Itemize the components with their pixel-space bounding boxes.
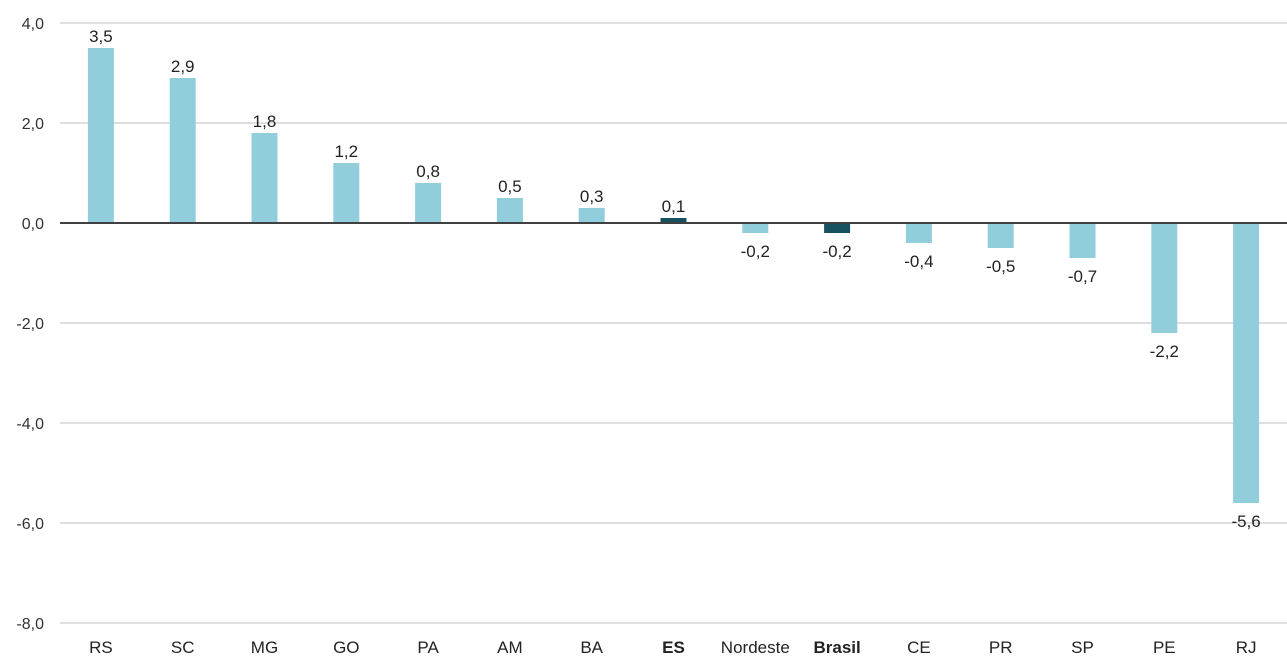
- y-tick-label: -6,0: [16, 516, 44, 533]
- x-category-label: RS: [89, 638, 113, 657]
- x-category-label: CE: [907, 638, 931, 657]
- bar: [415, 183, 442, 223]
- grid-lines: [60, 22, 1287, 624]
- bar: [87, 48, 114, 223]
- y-tick-label: -2,0: [16, 316, 44, 333]
- x-axis-categories: RS SC MG GO PA AM BA ES Nordeste Brasil CE PR SP PE RJ: [89, 638, 1256, 657]
- bar: [578, 208, 605, 223]
- x-category-label: PR: [989, 638, 1013, 657]
- bars: [87, 48, 1260, 503]
- bar: [496, 198, 523, 223]
- bar: [1069, 223, 1096, 258]
- bar: [1233, 223, 1260, 503]
- data-label: -2,2: [1150, 342, 1179, 361]
- data-labels: 3,5 2,9 1,8 1,2 0,8 0,5 0,3 0,1 -0,2 -0,2 -0,4 -0,5…: [89, 27, 1261, 531]
- data-label: -0,5: [986, 257, 1015, 276]
- y-tick-label: 0,0: [22, 216, 44, 233]
- data-label: 1,8: [253, 112, 277, 131]
- data-label: -5,6: [1231, 512, 1260, 531]
- bar: [251, 133, 278, 223]
- data-label: -0,4: [904, 252, 933, 271]
- x-category-label: RJ: [1236, 638, 1257, 657]
- bar: [824, 223, 851, 233]
- y-tick-label: 2,0: [22, 116, 44, 133]
- x-category-label: BA: [580, 638, 603, 657]
- bar: [1151, 223, 1178, 333]
- data-label: 3,5: [89, 27, 113, 46]
- y-tick-label: 4,0: [22, 16, 44, 33]
- x-category-label: ES: [662, 638, 685, 657]
- x-category-label: Brasil: [813, 638, 860, 657]
- bar: [169, 78, 196, 223]
- x-category-label: SC: [171, 638, 195, 657]
- y-tick-label: -8,0: [16, 616, 44, 633]
- y-tick-label: -4,0: [16, 416, 44, 433]
- x-category-label: Nordeste: [721, 638, 790, 657]
- x-category-label: MG: [251, 638, 278, 657]
- data-label: 0,3: [580, 187, 604, 206]
- bar: [660, 218, 687, 223]
- data-label: -0,2: [822, 242, 851, 261]
- bar: [905, 223, 932, 243]
- x-category-label: SP: [1071, 638, 1094, 657]
- data-label: 2,9: [171, 57, 195, 76]
- x-category-label: PE: [1153, 638, 1176, 657]
- x-category-label: AM: [497, 638, 523, 657]
- data-label: 1,2: [334, 142, 358, 161]
- bar: [742, 223, 769, 233]
- data-label: 0,5: [498, 177, 522, 196]
- data-label: -0,7: [1068, 267, 1097, 286]
- data-label: 0,1: [662, 197, 686, 216]
- data-label: 0,8: [416, 162, 440, 181]
- bar: [333, 163, 360, 223]
- bar: [987, 223, 1014, 248]
- y-axis-ticks: 4,0 2,0 0,0 -2,0 -4,0 -6,0 -8,0: [16, 16, 44, 633]
- x-category-label: PA: [417, 638, 439, 657]
- x-category-label: GO: [333, 638, 359, 657]
- data-label: -0,2: [741, 242, 770, 261]
